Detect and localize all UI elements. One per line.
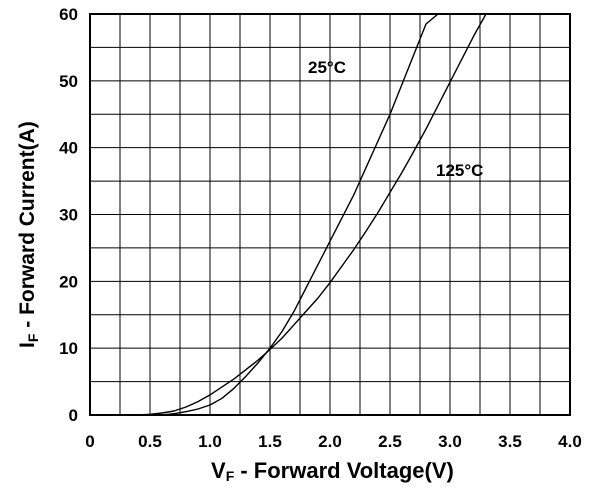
x-axis-label-rest: - Forward Voltage(V)	[234, 458, 454, 483]
x-tick-label: 1.0	[198, 432, 222, 451]
series-label-125c: 125°C	[436, 161, 483, 180]
y-tick-label: 20	[59, 272, 78, 291]
series-line-125c	[137, 13, 487, 416]
y-tick-label: 50	[59, 72, 78, 91]
series-lines	[137, 13, 487, 416]
y-tick-label: 10	[59, 339, 78, 358]
y-axis-label-rest: - Forward Current(A)	[16, 121, 39, 333]
y-axis-label-subscript: F	[25, 333, 41, 342]
x-axis-label-subscript: F	[226, 468, 235, 484]
x-tick-label: 1.5	[258, 432, 282, 451]
x-axis-label-main: V	[211, 458, 226, 483]
x-axis-label: VF - Forward Voltage(V)	[211, 458, 454, 484]
x-tick-label: 3.5	[498, 432, 522, 451]
x-tick-label: 4.0	[558, 432, 582, 451]
y-tick-labels: 0 10 20 30 40 50 60	[59, 5, 78, 425]
series-label-25c: 25°C	[308, 58, 346, 77]
x-tick-label: 2.5	[378, 432, 402, 451]
x-tick-label: 3.0	[438, 432, 462, 451]
series-line-25c	[137, 13, 439, 416]
x-tick-label: 0.5	[138, 432, 162, 451]
y-axis-label-main: I	[16, 342, 39, 348]
y-tick-label: 40	[59, 139, 78, 158]
y-tick-label: 0	[69, 406, 78, 425]
y-axis-label: IF - Forward Current(A)	[16, 121, 41, 348]
plot-frame	[89, 13, 571, 416]
y-tick-label: 30	[59, 206, 78, 225]
x-tick-label: 2.0	[318, 432, 342, 451]
x-tick-label: 0	[85, 432, 94, 451]
y-tick-label: 60	[59, 5, 78, 24]
x-tick-labels: 0 0.5 1.0 1.5 2.0 2.5 3.0 3.5 4.0	[85, 432, 582, 451]
